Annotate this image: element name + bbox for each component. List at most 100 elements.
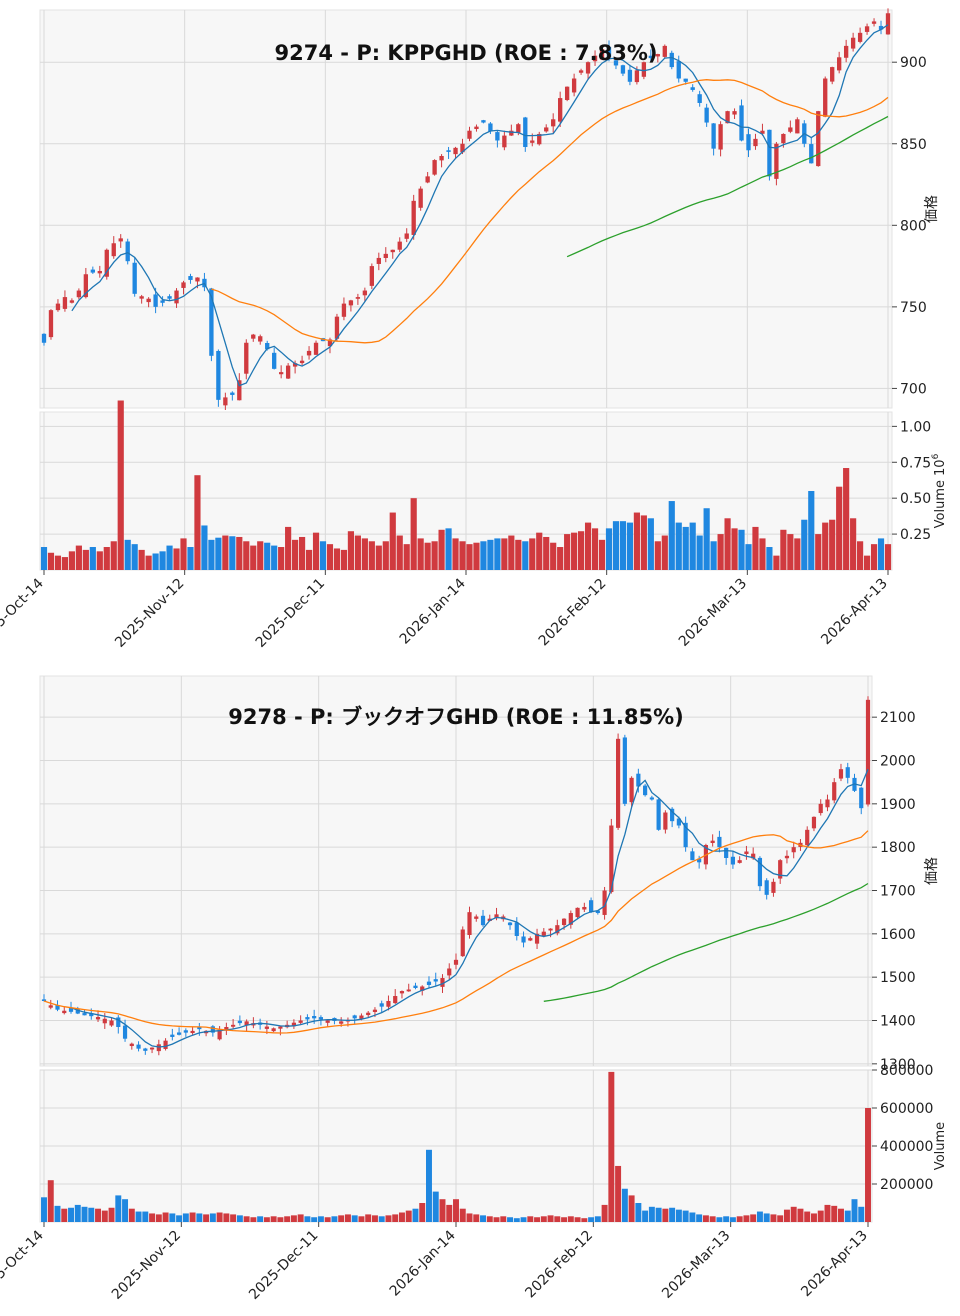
volume-bar xyxy=(176,1215,183,1222)
volume-bar xyxy=(716,1217,723,1222)
volume-bar xyxy=(278,547,285,570)
candle-body xyxy=(548,928,553,931)
volume-bar xyxy=(124,539,131,570)
candle-body xyxy=(292,363,298,367)
candle-body xyxy=(502,135,507,148)
candle-body xyxy=(544,127,549,132)
candle xyxy=(655,53,660,63)
volume-bar xyxy=(375,545,382,570)
volume-bar xyxy=(344,1214,351,1222)
price-tick-label: 1300 xyxy=(880,1057,916,1073)
volume-bar xyxy=(743,1215,750,1222)
candle xyxy=(690,848,695,861)
candle xyxy=(656,798,661,831)
candle-body xyxy=(613,60,619,66)
candle-body xyxy=(771,881,776,893)
candle xyxy=(558,91,563,128)
volume-bar xyxy=(229,536,236,570)
volume-bar xyxy=(612,521,620,570)
price-y-ticks-1: 700 750 800 850 900 xyxy=(892,55,927,397)
candle-body xyxy=(878,25,884,30)
x-tick-label: 2025-Dec-11 xyxy=(246,1228,321,1303)
volume-bar xyxy=(304,1216,311,1222)
candle xyxy=(805,826,810,848)
volume-bar xyxy=(412,1208,419,1222)
candle-body xyxy=(474,916,479,919)
candle-body xyxy=(622,737,627,804)
candle xyxy=(757,856,763,892)
candle xyxy=(564,86,570,102)
candle xyxy=(864,23,870,35)
candle-body xyxy=(41,333,47,343)
volume-bar xyxy=(824,1204,831,1222)
candle xyxy=(174,288,179,308)
candle-body xyxy=(453,147,458,155)
volume-bar xyxy=(534,1217,541,1222)
volume-bar xyxy=(578,531,585,570)
candle-body xyxy=(153,294,158,307)
candle-body xyxy=(676,818,681,826)
volume-bar xyxy=(101,1210,108,1222)
candle xyxy=(588,897,594,914)
candle-body xyxy=(629,777,634,803)
volume-bar xyxy=(608,1071,615,1222)
candle-body xyxy=(850,37,856,49)
volume-bar xyxy=(297,1214,304,1222)
candle-body xyxy=(757,857,763,887)
candle-body xyxy=(447,968,452,976)
volume-bar xyxy=(738,529,745,570)
candle-body xyxy=(537,133,542,145)
candle xyxy=(237,373,242,401)
candle-body xyxy=(298,1020,303,1023)
candle xyxy=(386,995,391,1011)
candle-body xyxy=(616,738,621,828)
volume-bar xyxy=(424,542,431,570)
candle xyxy=(857,27,863,44)
volume-bar xyxy=(230,1214,237,1222)
candle xyxy=(514,917,519,941)
volume-bar xyxy=(264,542,271,570)
volume-bar xyxy=(787,534,794,570)
candle xyxy=(369,263,374,290)
candle-body xyxy=(181,282,186,288)
candle xyxy=(823,76,828,118)
volume-bar xyxy=(54,555,62,570)
candle xyxy=(163,1038,168,1051)
volume-bar xyxy=(808,491,815,570)
candle-body xyxy=(845,767,850,778)
volume-bar xyxy=(836,486,843,570)
volume-label-base-1: 10 xyxy=(933,459,948,476)
candle xyxy=(413,982,418,990)
volume-bar xyxy=(817,1210,824,1222)
candle xyxy=(334,313,340,342)
candles-1 xyxy=(41,8,891,410)
volume-bar xyxy=(47,552,55,570)
candle-body xyxy=(488,123,493,132)
volume-bar xyxy=(466,544,473,570)
volume-y-ticks-1: 0.25 0.50 0.75 1.00 xyxy=(892,419,931,543)
candle-body xyxy=(258,336,263,342)
volume-bar xyxy=(257,1216,264,1222)
volume-bar xyxy=(159,551,166,570)
candle-body xyxy=(272,352,277,369)
candle xyxy=(878,20,884,35)
volume-bar xyxy=(89,547,96,570)
volume-bar xyxy=(642,1210,649,1222)
volume-bar xyxy=(745,544,752,570)
volume-bar xyxy=(417,538,424,570)
volume-bar xyxy=(173,548,180,570)
candle xyxy=(669,50,674,70)
volume-bar xyxy=(703,508,710,570)
candle xyxy=(690,84,695,92)
volume-bar xyxy=(865,1108,871,1222)
candle xyxy=(390,249,395,259)
candle xyxy=(224,1022,229,1036)
candle xyxy=(325,1019,330,1027)
volume-bar xyxy=(405,1210,412,1222)
candle-body xyxy=(746,134,751,151)
candle xyxy=(237,1015,242,1026)
volume-bar xyxy=(128,1208,135,1222)
candle xyxy=(104,248,109,280)
candle-body xyxy=(865,699,871,805)
volume-bar xyxy=(844,1210,851,1222)
